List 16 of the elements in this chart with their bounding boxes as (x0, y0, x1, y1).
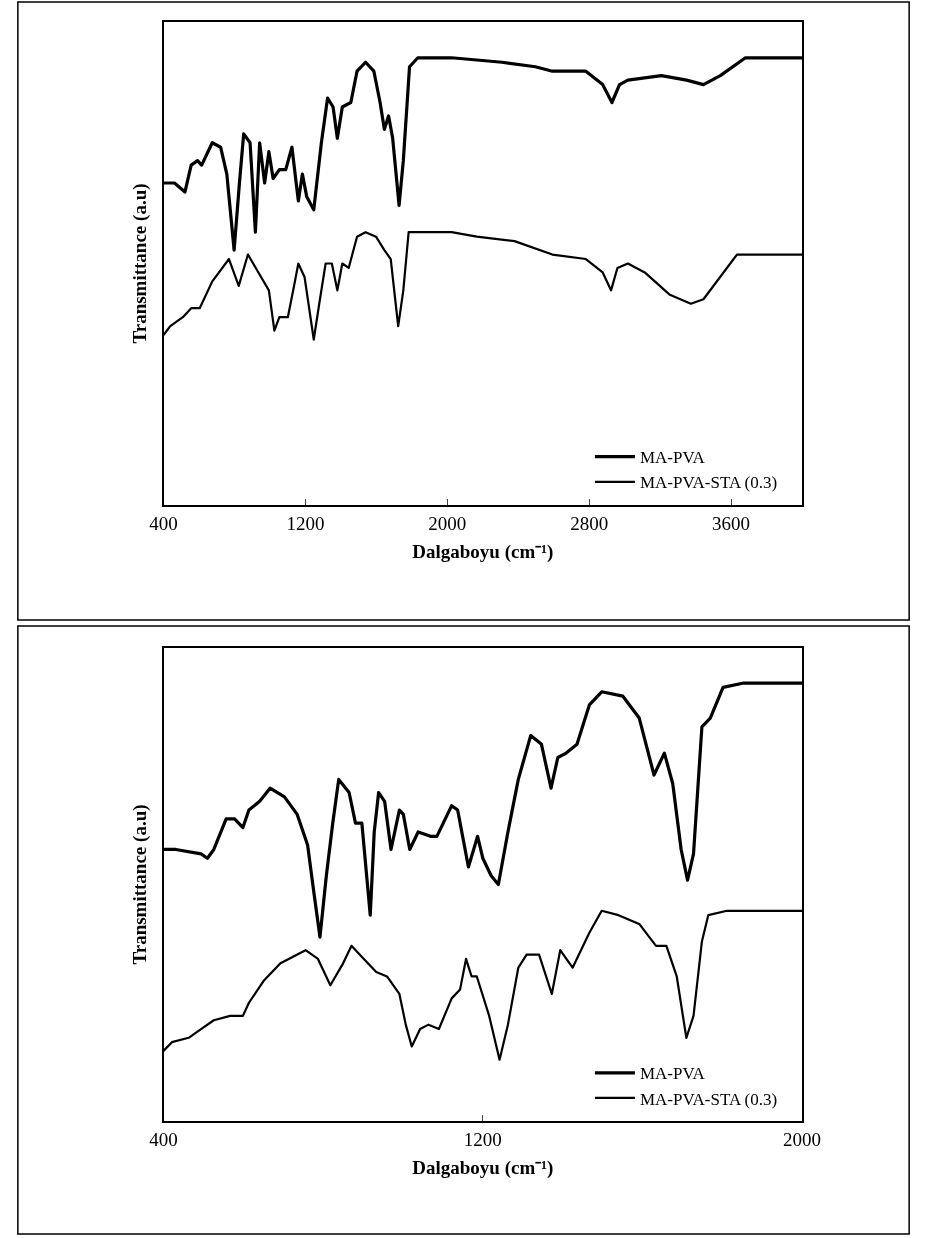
x-tick-label: 2800 (570, 512, 609, 534)
legend-label: MA-PVA-STA (0.3) (639, 473, 778, 493)
x-tick-label: 1200 (286, 512, 325, 534)
x-tick-label: 400 (149, 1128, 178, 1150)
x-tick-label: 3600 (712, 512, 751, 534)
x-axis-title: Dalgaboyu (cm⁻¹) (412, 1157, 554, 1180)
x-tick-label: 2000 (783, 1128, 822, 1150)
y-axis-title: Transmittance (a.u) (128, 804, 151, 965)
legend-label: MA-PVA (639, 448, 706, 468)
legend-label: MA-PVA (639, 1064, 706, 1084)
legend-label: MA-PVA-STA (0.3) (639, 1089, 778, 1109)
x-axis-title: Dalgaboyu (cm⁻¹) (412, 541, 554, 564)
x-tick-label: 2000 (428, 512, 467, 534)
y-axis-title: Transmittance (a.u) (128, 183, 151, 344)
x-tick-label: 400 (149, 512, 178, 534)
x-tick-label: 1200 (463, 1128, 502, 1150)
